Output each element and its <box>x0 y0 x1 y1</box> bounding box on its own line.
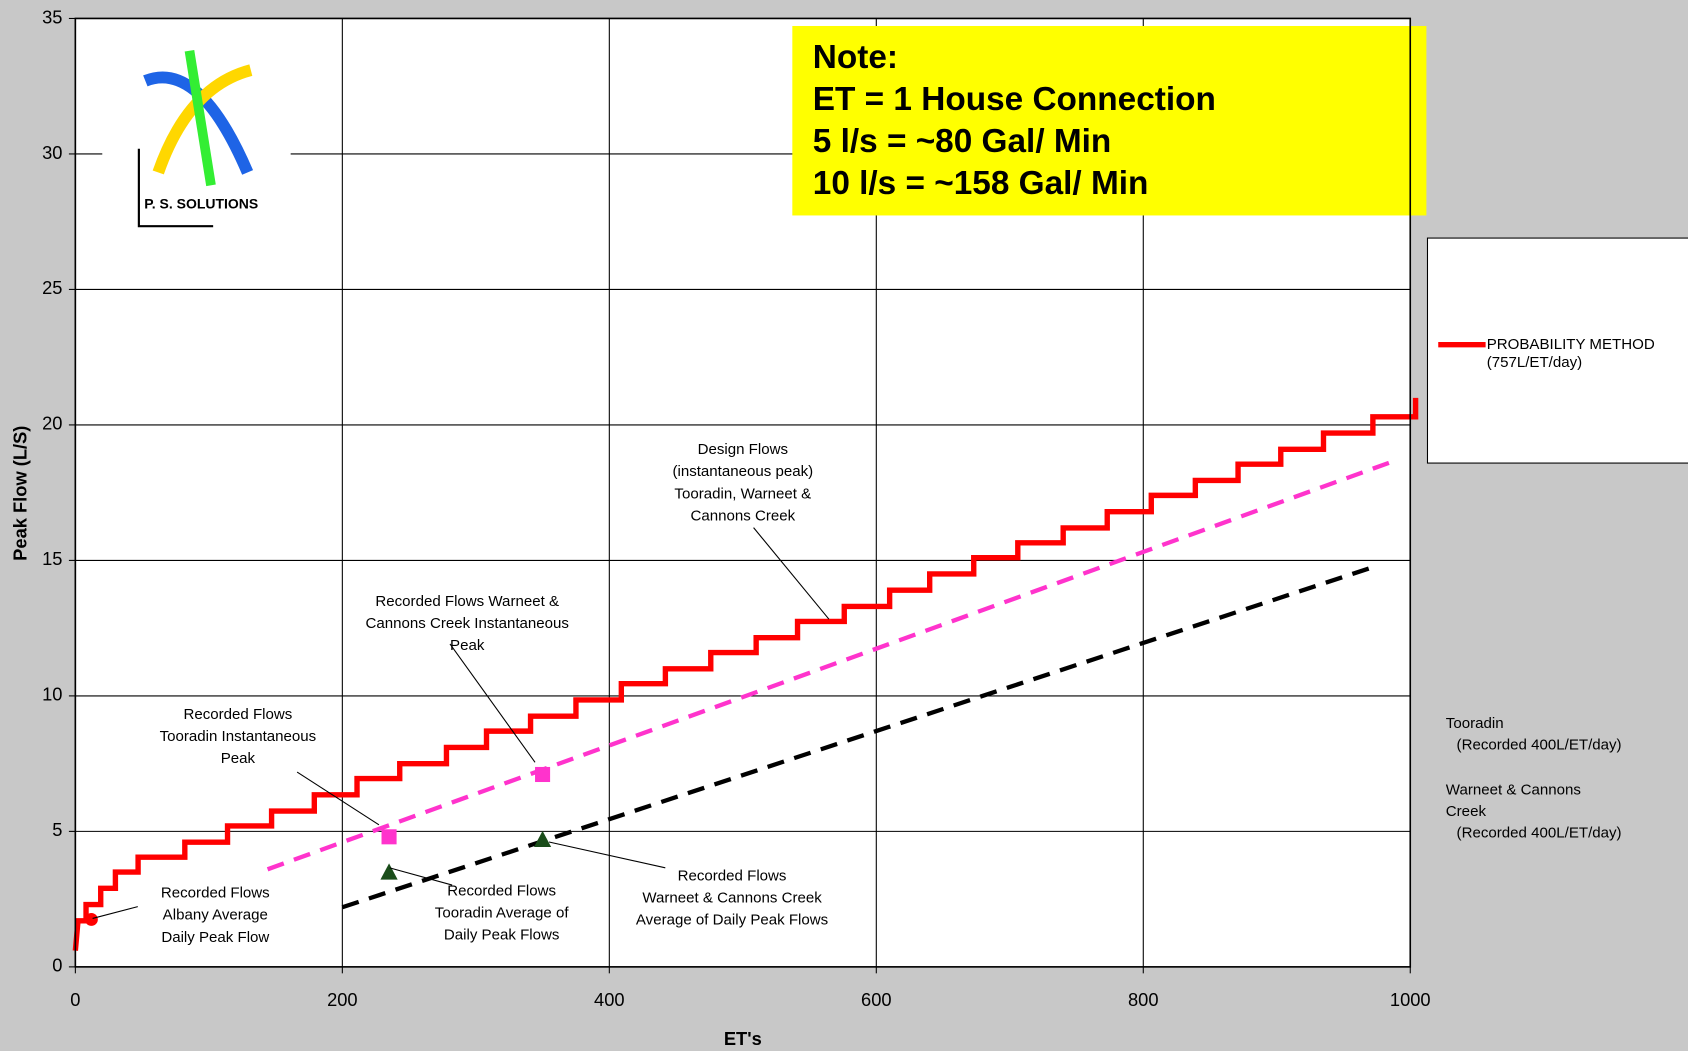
annotation-text: Warneet & Cannons Creek <box>642 890 822 907</box>
annotation-leader <box>92 906 138 919</box>
legend-label: PROBABILITY METHOD (757L/ET/day) <box>1486 334 1655 371</box>
side-note-title: Warneet & Cannons Creek <box>1445 780 1581 820</box>
note-box <box>792 25 1427 216</box>
annotation-text: Tooradin Average of <box>435 905 570 922</box>
annotation-leader <box>753 527 830 620</box>
note-line: 5 l/s = ~80 Gal/ Min <box>813 123 1112 160</box>
marker <box>381 829 397 845</box>
x-tick-label: 200 <box>327 989 358 1010</box>
x-axis-title: ET's <box>724 1028 762 1049</box>
annotation-leader <box>449 643 536 763</box>
y-tick-label: 35 <box>42 6 62 27</box>
annotation-text: Cannons Creek Instantaneous <box>365 615 568 632</box>
annotation-text: Albany Average <box>163 907 268 924</box>
annotation-text: Tooradin Instantaneous <box>160 728 317 745</box>
x-tick-label: 400 <box>594 989 625 1010</box>
marker <box>535 766 551 783</box>
x-tick-label: 0 <box>70 989 80 1010</box>
legend-entry: PROBABILITY METHOD (757L/ET/day) <box>1486 334 1655 371</box>
axes: 0 200 400 600 800 1000 0 5 10 15 20 25 30 35 <box>42 6 1431 1010</box>
annotations: Design Flows (instantaneous peak) Tooradin… <box>92 441 830 946</box>
side-note-detail: (Recorded 400L/ET/day) <box>1456 735 1622 753</box>
y-axis-title: Peak Flow (L/S) <box>9 426 30 561</box>
annotation-text: Cannons Creek <box>690 507 795 524</box>
annotation-text: Peak <box>450 637 485 654</box>
annotation-text: Daily Peak Flow <box>161 929 269 946</box>
logo-bracket <box>137 148 214 228</box>
annotation-text: Design Flows <box>698 441 788 458</box>
plot-border <box>74 17 1412 968</box>
y-tick-label: 10 <box>42 684 62 705</box>
annotation-text: Daily Peak Flows <box>444 927 560 944</box>
marker <box>84 912 98 926</box>
annotation-text: Average of Daily Peak Flows <box>636 912 828 929</box>
y-tick-label: 5 <box>52 819 62 840</box>
y-tick-label: 25 <box>42 277 62 298</box>
annotation-text: Recorded Flows Warneet & <box>375 593 559 610</box>
y-tick-label: 0 <box>52 955 62 976</box>
series-line <box>72 397 1419 951</box>
annotation-leader <box>389 867 453 886</box>
y-tick-label: 20 <box>42 413 62 434</box>
series-line <box>341 563 1378 910</box>
annotation-text: Peak <box>221 750 256 767</box>
side-note-detail: (Recorded 400L/ET/day) <box>1456 823 1622 841</box>
side-note: Tooradin (Recorded 400L/ET/day) <box>1445 713 1622 753</box>
annotation-text: Recorded Flows <box>183 706 292 723</box>
marker <box>380 863 398 880</box>
series-line <box>266 460 1390 872</box>
logo-text: P. S. SOLUTIONS <box>144 195 258 211</box>
series <box>72 397 1419 951</box>
annotation-text: Recorded Flows <box>678 867 787 884</box>
logo-green-bar <box>184 49 216 187</box>
note-line: ET = 1 House Connection <box>813 81 1216 118</box>
logo: P. S. SOLUTIONS <box>102 32 291 232</box>
annotation-text: Recorded Flows <box>447 883 556 900</box>
y-tick-label: 15 <box>42 548 62 569</box>
x-tick-label: 600 <box>861 989 892 1010</box>
annotation-text: Recorded Flows <box>161 885 270 902</box>
note: Note: ET = 1 House Connection 5 l/s = ~80 … <box>813 39 1216 202</box>
x-tick-label: 1000 <box>1390 989 1431 1010</box>
annotation-text: (instantaneous peak) <box>672 463 813 480</box>
annotation-text: Tooradin, Warneet & <box>674 485 811 502</box>
y-tick-label: 30 <box>42 142 62 163</box>
side-note: Warneet & Cannons Creek (Recorded 400L/E… <box>1445 780 1622 841</box>
note-line: Note: <box>813 39 898 76</box>
x-tick-label: 800 <box>1128 989 1159 1010</box>
annotation-leader <box>548 841 666 869</box>
note-line: 10 l/s = ~158 Gal/ Min <box>813 165 1149 202</box>
legend-box <box>1426 237 1688 464</box>
side-note-title: Tooradin <box>1445 713 1504 732</box>
marker <box>533 830 552 848</box>
annotation-leader <box>296 771 380 826</box>
